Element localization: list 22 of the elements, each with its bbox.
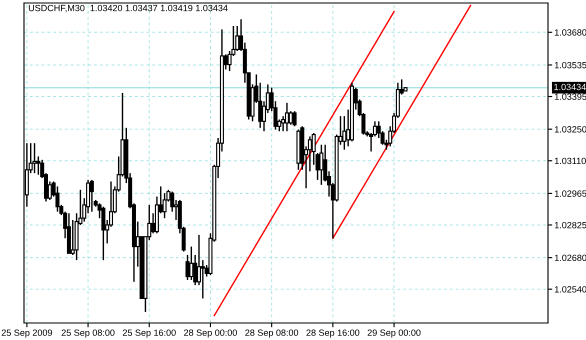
x-tick-label: 28 Sep 00:00 <box>184 329 237 338</box>
x-tick-label: 25 Sep 08:00 <box>62 329 115 338</box>
candlestick <box>292 110 297 127</box>
candlestick <box>36 156 40 176</box>
x-tick-label: 28 Sep 16:00 <box>306 329 360 338</box>
candlestick <box>281 115 286 132</box>
candlestick <box>200 259 205 300</box>
x-tick-label: 25 Sep 2009 <box>2 329 52 338</box>
chart-title: USDCHF,M30 1.03420 1.03437 1.03419 1.03434 <box>28 4 228 12</box>
candlestick <box>101 206 106 261</box>
candlestick <box>284 102 289 132</box>
candlestick <box>235 25 240 52</box>
x-tick-label: 28 Sep 08:00 <box>245 329 298 338</box>
candlestick <box>32 142 37 174</box>
y-tick-label: 1.03110 <box>554 158 586 164</box>
candlestick <box>288 110 293 126</box>
x-tick-label: 29 Sep 00:00 <box>368 329 421 338</box>
ref-line-label: 1.03434 <box>554 84 586 90</box>
candlestick <box>90 179 94 212</box>
candlestick <box>55 186 60 212</box>
candlestick <box>319 144 324 186</box>
x-tick-label: 25 Sep 16:00 <box>122 329 176 338</box>
